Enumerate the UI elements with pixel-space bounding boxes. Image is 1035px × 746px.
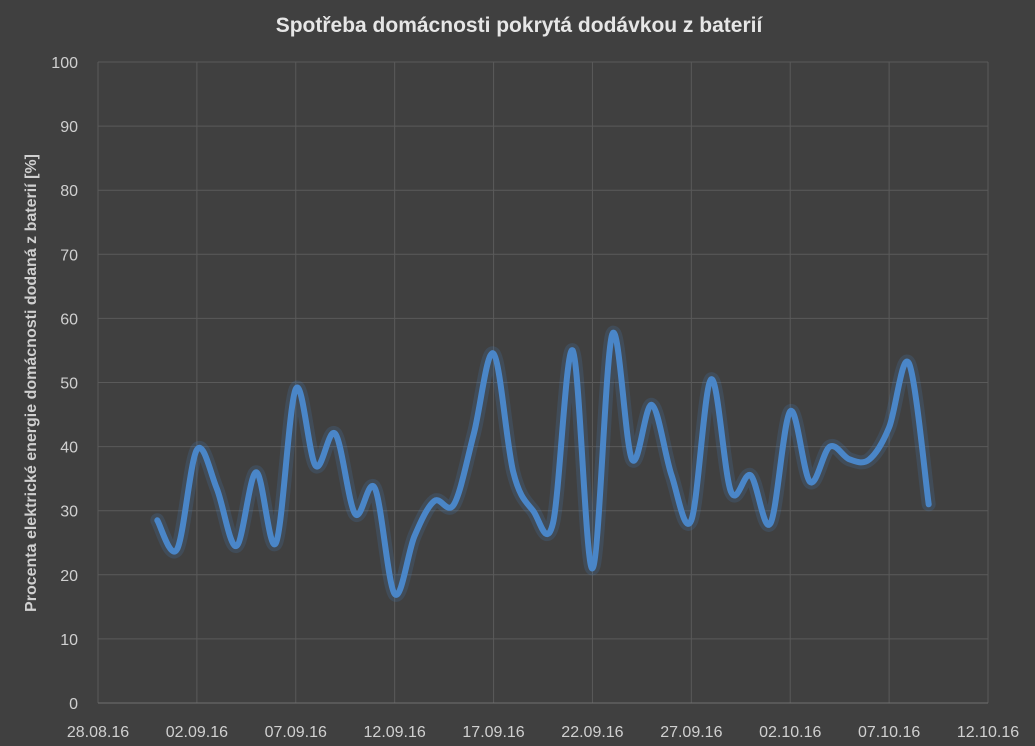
data-point <box>649 402 655 408</box>
data-point <box>392 591 398 597</box>
data-point <box>174 546 180 552</box>
data-point <box>748 472 754 478</box>
data-point <box>313 463 319 469</box>
data-point <box>352 511 358 517</box>
y-tick-label: 100 <box>51 55 78 72</box>
data-point <box>451 501 457 507</box>
data-point <box>886 424 892 430</box>
y-tick-label: 30 <box>60 504 78 521</box>
y-tick-label: 80 <box>60 183 78 200</box>
y-axis-ticks: 0 10 20 30 40 50 60 70 80 90 100 <box>51 55 78 713</box>
data-point <box>906 360 912 366</box>
data-point <box>728 489 734 495</box>
data-point <box>194 447 200 453</box>
data-point <box>669 472 675 478</box>
data-point <box>926 501 932 507</box>
x-tick-label: 28.08.16 <box>67 724 129 741</box>
data-point <box>233 543 239 549</box>
x-tick-label: 12.10.16 <box>957 724 1019 741</box>
data-point <box>570 347 576 353</box>
data-point <box>708 376 714 382</box>
y-tick-label: 20 <box>60 568 78 585</box>
data-point <box>273 540 279 546</box>
data-point <box>411 533 417 539</box>
data-point <box>154 517 160 523</box>
y-tick-label: 10 <box>60 632 78 649</box>
data-point <box>807 479 813 485</box>
series-layer <box>150 325 936 602</box>
data-point <box>550 521 556 527</box>
data-point <box>866 456 872 462</box>
data-point <box>827 444 833 450</box>
data-point <box>629 456 635 462</box>
x-tick-label: 22.09.16 <box>561 724 623 741</box>
data-point <box>609 331 615 337</box>
data-point <box>372 485 378 491</box>
data-point <box>491 351 497 357</box>
x-tick-label: 07.10.16 <box>858 724 920 741</box>
x-tick-label: 07.09.16 <box>265 724 327 741</box>
y-tick-label: 0 <box>69 696 78 713</box>
y-tick-label: 50 <box>60 376 78 393</box>
data-point <box>253 469 259 475</box>
data-point <box>847 456 853 462</box>
data-point <box>431 498 437 504</box>
data-point <box>589 565 595 571</box>
data-point <box>767 521 773 527</box>
data-point <box>214 485 220 491</box>
data-point <box>332 431 338 437</box>
y-tick-label: 70 <box>60 247 78 264</box>
x-tick-label: 17.09.16 <box>462 724 524 741</box>
x-tick-label: 02.09.16 <box>166 724 228 741</box>
chart-title: Spotřeba domácnosti pokrytá dodávkou z b… <box>276 14 764 37</box>
y-tick-label: 60 <box>60 311 78 328</box>
data-point <box>787 408 793 414</box>
series-line <box>154 329 932 598</box>
x-tick-label: 02.10.16 <box>759 724 821 741</box>
y-tick-label: 40 <box>60 440 78 457</box>
data-point <box>471 431 477 437</box>
data-point <box>510 469 516 475</box>
data-point <box>293 386 299 392</box>
y-axis-label: Procenta elektrické energie domácnosti d… <box>23 154 40 612</box>
x-tick-label: 12.09.16 <box>364 724 426 741</box>
data-point <box>530 508 536 514</box>
x-axis-ticks: 28.08.16 02.09.16 07.09.16 12.09.16 17.09.16… <box>67 724 1019 741</box>
data-point <box>688 517 694 523</box>
y-tick-label: 90 <box>60 119 78 136</box>
x-tick-label: 27.09.16 <box>660 724 722 741</box>
